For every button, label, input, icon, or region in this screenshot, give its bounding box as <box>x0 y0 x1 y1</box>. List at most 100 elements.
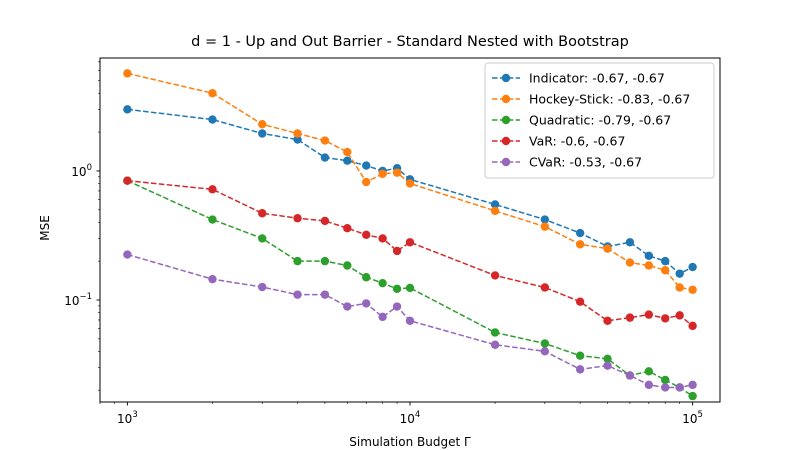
data-point <box>540 215 550 224</box>
data-point <box>625 258 635 267</box>
legend-box <box>484 62 715 179</box>
data-point <box>625 238 635 247</box>
data-point <box>293 290 302 299</box>
data-point <box>661 266 670 275</box>
y-axis-label: MSE <box>38 215 52 241</box>
data-point <box>575 228 585 238</box>
data-point <box>378 169 387 179</box>
data-point <box>362 273 371 282</box>
data-point <box>343 223 352 233</box>
y-axis-ticks: 10−1 100 <box>64 61 100 391</box>
chart-title: d = 1 - Up and Out Barrier - Standard Ne… <box>191 34 629 50</box>
data-point <box>540 222 550 231</box>
data-point <box>405 179 415 188</box>
data-point <box>490 328 500 337</box>
data-point <box>392 246 402 256</box>
x-axis-ticks: 103 104 105 <box>99 402 703 426</box>
data-point <box>362 177 371 187</box>
data-point <box>490 206 500 216</box>
data-point <box>661 383 670 392</box>
data-point <box>343 147 352 157</box>
data-point <box>688 321 697 331</box>
data-point <box>362 299 371 308</box>
data-point <box>661 256 670 266</box>
data-point <box>123 176 132 185</box>
data-point <box>378 278 387 288</box>
series-4 <box>123 250 697 392</box>
data-point <box>490 271 500 280</box>
data-point <box>675 311 684 320</box>
plot-area: 103 104 105 10−1 100 <box>64 57 721 426</box>
data-point <box>123 105 132 114</box>
x-tick-label: 105 <box>682 410 703 426</box>
legend-label: CVaR: -0.53, -0.67 <box>529 155 642 170</box>
x-axis-label: Simulation Budget Γ <box>349 435 471 449</box>
legend-label: Indicator: -0.67, -0.67 <box>529 71 665 86</box>
data-point <box>392 284 402 294</box>
data-point <box>540 283 550 292</box>
data-point <box>625 313 635 322</box>
legend-label: Hockey-Stick: -0.83, -0.67 <box>529 92 690 107</box>
y-tick-label: 100 <box>71 163 92 179</box>
data-point <box>362 230 371 239</box>
legend-item: CVaR: -0.53, -0.67 <box>492 155 642 170</box>
data-point <box>661 375 670 385</box>
data-point <box>293 214 302 223</box>
data-point <box>320 256 330 266</box>
data-point <box>688 262 697 272</box>
legend-marker <box>501 157 511 167</box>
data-point <box>378 312 387 322</box>
data-point <box>123 69 132 78</box>
data-point <box>343 156 352 165</box>
data-point <box>644 367 654 376</box>
data-point <box>575 351 585 360</box>
data-point <box>362 161 371 170</box>
data-point <box>258 282 267 292</box>
data-point <box>575 365 585 374</box>
data-point <box>258 234 267 243</box>
data-point <box>320 216 330 226</box>
data-point <box>320 136 330 145</box>
data-point <box>603 361 612 370</box>
data-point <box>644 310 654 319</box>
data-point <box>405 283 415 293</box>
data-point <box>688 391 697 401</box>
data-point <box>320 290 330 299</box>
x-tick-label: 104 <box>400 410 421 426</box>
data-point <box>208 115 217 124</box>
legend-item: Indicator: -0.67, -0.67 <box>492 71 665 86</box>
data-point <box>575 297 585 306</box>
data-point <box>540 339 550 348</box>
legend-item: Hockey-Stick: -0.83, -0.67 <box>492 92 690 107</box>
series-3 <box>123 176 697 331</box>
data-point <box>293 129 302 138</box>
data-point <box>392 302 402 311</box>
data-point <box>293 256 302 266</box>
legend-item: VaR: -0.6, -0.67 <box>492 134 625 149</box>
legend-label: VaR: -0.6, -0.67 <box>529 134 625 149</box>
data-point <box>675 269 684 278</box>
data-point <box>343 302 352 311</box>
legend-item: Quadratic: -0.79, -0.67 <box>492 113 671 128</box>
data-point <box>575 240 585 249</box>
legend-marker <box>501 94 511 104</box>
data-point <box>293 135 302 144</box>
data-point <box>675 383 684 392</box>
data-point <box>208 274 217 284</box>
data-point <box>644 261 654 270</box>
y-tick-label: 10−1 <box>64 292 92 308</box>
data-point <box>688 380 697 390</box>
data-point <box>661 314 670 323</box>
legend-marker <box>501 136 511 146</box>
data-point <box>320 153 330 162</box>
data-point <box>392 168 402 177</box>
x-tick-label: 103 <box>117 410 138 426</box>
data-point <box>625 371 635 380</box>
data-point <box>405 316 415 325</box>
data-point <box>378 234 387 243</box>
data-point <box>644 380 654 390</box>
series-1 <box>123 69 697 294</box>
legend-marker <box>501 115 511 125</box>
